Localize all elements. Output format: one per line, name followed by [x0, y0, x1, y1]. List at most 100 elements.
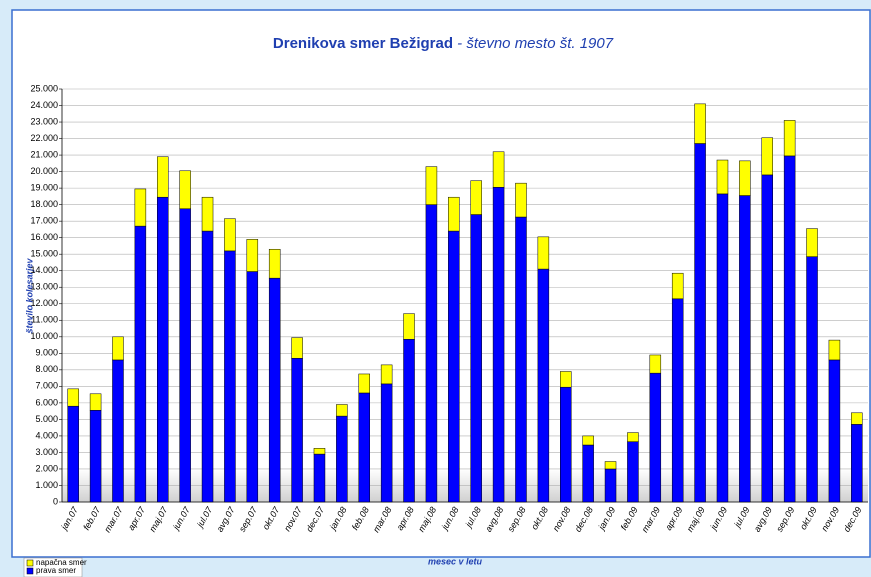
chart-title: Drenikova smer Bežigrad - števno mesto š…	[273, 35, 614, 52]
bar	[291, 337, 303, 359]
bar	[134, 225, 147, 503]
y-axis-label: število kolesarjev	[24, 257, 34, 333]
bar	[470, 214, 482, 503]
bar	[224, 250, 236, 503]
y-tick-label: 22.000	[30, 133, 58, 143]
bar	[268, 248, 281, 279]
y-tick-label: 16.000	[30, 232, 58, 242]
bar	[224, 218, 236, 252]
y-tick-label: 25.000	[30, 83, 58, 93]
bar	[761, 174, 773, 503]
bar	[67, 388, 79, 407]
bar	[336, 415, 348, 503]
y-tick-label: 24.000	[30, 100, 58, 110]
bar	[246, 271, 259, 503]
y-tick-label: 18.000	[30, 199, 58, 209]
bar	[157, 156, 169, 198]
x-axis-label: mesec v letu	[428, 556, 483, 566]
y-tick-label: 17.000	[30, 216, 58, 226]
y-tick-label: 2.000	[35, 463, 58, 473]
bar	[582, 444, 594, 503]
subtitle: - števno mesto št. 1907	[453, 35, 614, 52]
y-tick-label: 21.000	[30, 149, 58, 159]
y-tick-label: 8.000	[35, 364, 58, 374]
y-tick-label: 20.000	[30, 166, 58, 176]
bar	[201, 196, 214, 232]
bar	[783, 120, 796, 157]
y-tick-label: 15.000	[30, 249, 58, 259]
bar	[537, 236, 550, 270]
bar	[380, 364, 393, 385]
y-tick-label: 4.000	[35, 430, 58, 440]
bar	[448, 230, 460, 503]
y-tick-label: 9.000	[35, 348, 58, 358]
bar	[649, 372, 662, 503]
legend-swatch	[26, 567, 34, 575]
y-tick-label: 7.000	[35, 381, 58, 391]
bar	[112, 336, 124, 361]
bar	[470, 180, 482, 215]
bar	[828, 359, 841, 503]
bar	[313, 453, 326, 503]
bar	[67, 405, 79, 503]
bar	[179, 170, 191, 210]
y-tick-label: 1.000	[35, 480, 58, 490]
bar	[515, 216, 527, 503]
bar	[112, 359, 124, 503]
bar	[403, 339, 415, 503]
bar	[671, 272, 684, 300]
legend-swatch	[26, 559, 34, 567]
bar	[268, 277, 281, 503]
bar	[627, 441, 639, 503]
bar	[806, 228, 818, 257]
bar	[537, 268, 550, 503]
y-tick-label: 11.000	[31, 315, 58, 325]
y-tick-label: 5.000	[35, 414, 58, 424]
bar	[582, 435, 594, 446]
bar	[358, 373, 370, 394]
bar	[604, 461, 617, 470]
bar	[492, 187, 505, 503]
bar	[604, 468, 617, 503]
bar	[649, 354, 662, 374]
y-tick-label: 12.000	[30, 298, 58, 308]
bar	[425, 166, 438, 205]
bar	[739, 160, 751, 196]
bar	[246, 239, 259, 272]
y-tick-label: 6.000	[35, 397, 58, 407]
y-tick-label: 10.000	[30, 331, 58, 341]
bar	[380, 383, 393, 503]
bar	[627, 432, 639, 442]
bar	[201, 230, 214, 503]
bar	[716, 159, 729, 195]
bar	[336, 404, 348, 417]
bar	[828, 339, 841, 361]
bar	[134, 188, 147, 227]
bar	[448, 196, 460, 232]
bar	[671, 298, 684, 503]
bar	[739, 195, 751, 503]
bar	[425, 204, 438, 503]
bar	[694, 103, 706, 144]
bar	[515, 182, 527, 218]
bar	[806, 256, 818, 503]
bar	[851, 424, 863, 503]
bar	[313, 448, 326, 455]
bar	[89, 410, 102, 503]
bar	[403, 313, 415, 340]
bar	[492, 151, 505, 188]
y-tick-label: 23.000	[30, 116, 58, 126]
bar	[89, 393, 102, 411]
bar	[560, 386, 572, 503]
y-tick-label: 3.000	[35, 447, 58, 457]
bar	[783, 155, 796, 503]
bar	[560, 371, 572, 388]
bar	[179, 208, 191, 503]
bar	[358, 392, 370, 503]
title: Drenikova smer Bežigrad	[273, 35, 453, 52]
bar	[716, 193, 729, 503]
legend-label: napačna smer	[36, 558, 87, 567]
bar	[851, 412, 863, 425]
